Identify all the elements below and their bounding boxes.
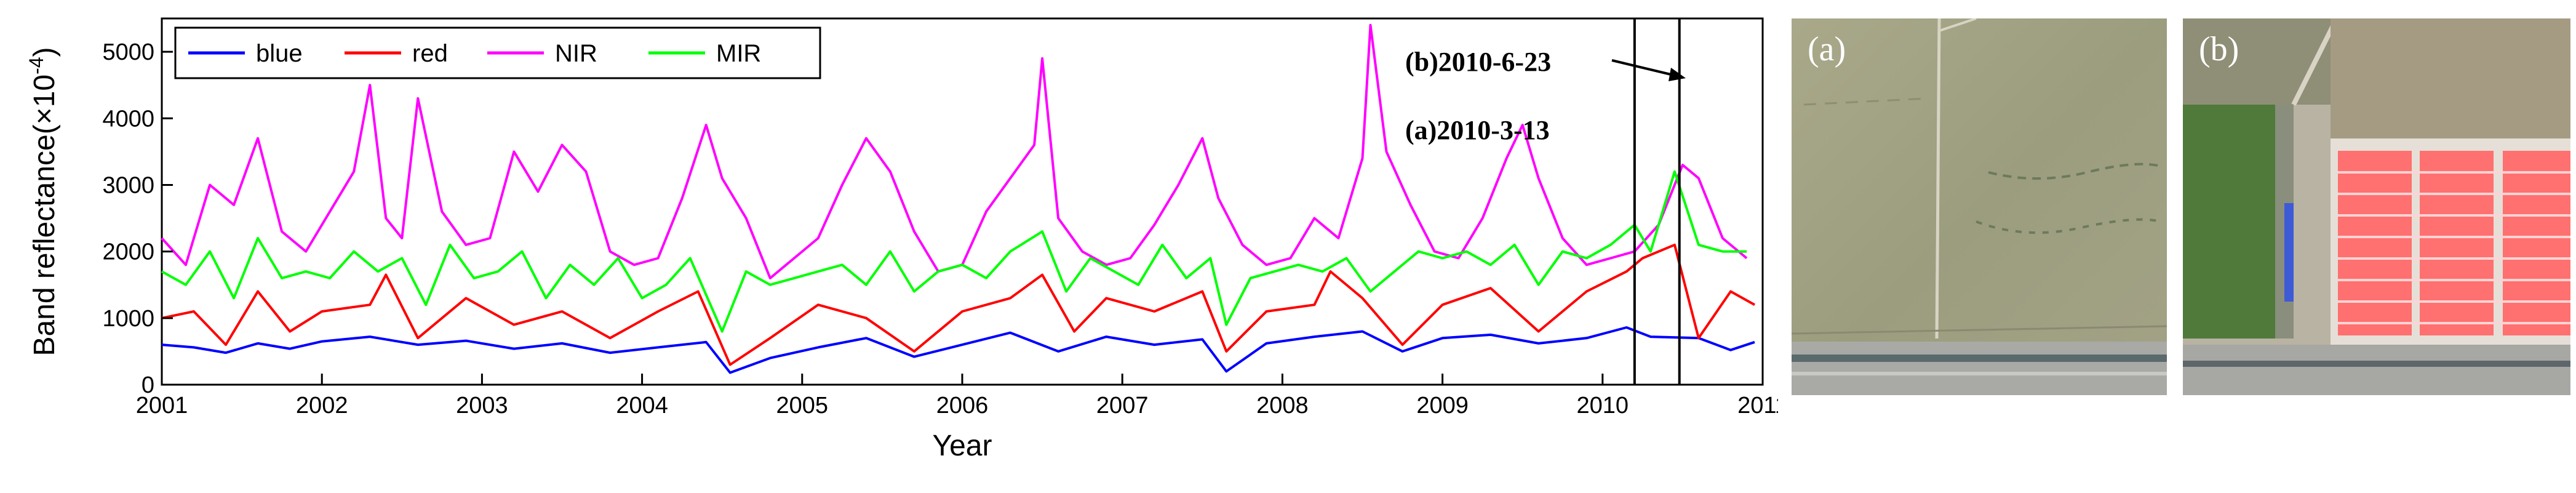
y-axis-label-main: Band reflectance(×10 <box>28 74 61 356</box>
plot-area <box>161 17 1764 386</box>
y-tick-label: 5000 <box>102 39 154 65</box>
legend: blue red NIR MIR <box>174 26 821 79</box>
x-tick-label: 2007 <box>1096 393 1149 419</box>
x-tick-label: 2011 <box>1737 393 1778 419</box>
x-tick-label: 2002 <box>296 393 348 419</box>
legend-label-MIR: MIR <box>716 40 761 67</box>
x-tick-label: 2004 <box>616 393 668 419</box>
x-axis-label: Year <box>933 430 992 462</box>
photo-b-label: (b) <box>2199 30 2239 68</box>
date-annotations: (b)2010-6-23 (a)2010-3-13 <box>1405 47 1686 145</box>
legend-label-NIR: NIR <box>555 40 597 67</box>
series-line-MIR <box>161 170 1747 333</box>
axis-ticks: 2001 2002 2003 2004 2005 2006 2007 2008 2009 2010… <box>102 39 1778 419</box>
x-tick-label: 2006 <box>936 393 989 419</box>
photo-b: (b) <box>2183 18 2570 395</box>
series-layer <box>161 23 1755 374</box>
y-tick-label: 0 <box>142 372 154 398</box>
y-axis-label-close: ) <box>28 47 61 57</box>
band-reflectance-chart: 2001 2002 2003 2004 2005 2006 2007 2008 2009 2010… <box>25 17 1778 462</box>
photo-a-label: (a) <box>1808 30 1846 68</box>
legend-label-red: red <box>412 40 448 67</box>
series-line-blue <box>161 326 1755 374</box>
x-tick-label: 2008 <box>1256 393 1309 419</box>
y-axis-label: Band reflectance(×10-4) <box>25 47 61 356</box>
series-line-red <box>161 243 1755 366</box>
farmland-image <box>1792 18 2167 395</box>
annotation-b: (b)2010-6-23 <box>1405 47 1551 77</box>
photo-a: (a) <box>1792 18 2167 395</box>
y-tick-label: 4000 <box>102 106 154 132</box>
y-tick-label: 3000 <box>102 172 154 198</box>
x-tick-label: 2001 <box>136 393 188 419</box>
x-tick-label: 2005 <box>776 393 829 419</box>
date-markers <box>1633 18 1681 385</box>
y-tick-label: 2000 <box>102 239 154 265</box>
series-line-NIR <box>161 23 1748 279</box>
greenhouse-image <box>2183 18 2570 395</box>
y-tick-label: 1000 <box>102 306 154 332</box>
x-tick-label: 2003 <box>456 393 508 419</box>
annotation-b-arrowhead <box>1669 68 1686 81</box>
annotation-a: (a)2010-3-13 <box>1405 115 1550 145</box>
annotation-b-arrow <box>1611 59 1674 76</box>
x-tick-label: 2009 <box>1416 393 1469 419</box>
y-axis-label-exponent: -4 <box>25 57 47 74</box>
legend-label-blue: blue <box>256 40 303 67</box>
x-tick-label: 2010 <box>1577 393 1629 419</box>
